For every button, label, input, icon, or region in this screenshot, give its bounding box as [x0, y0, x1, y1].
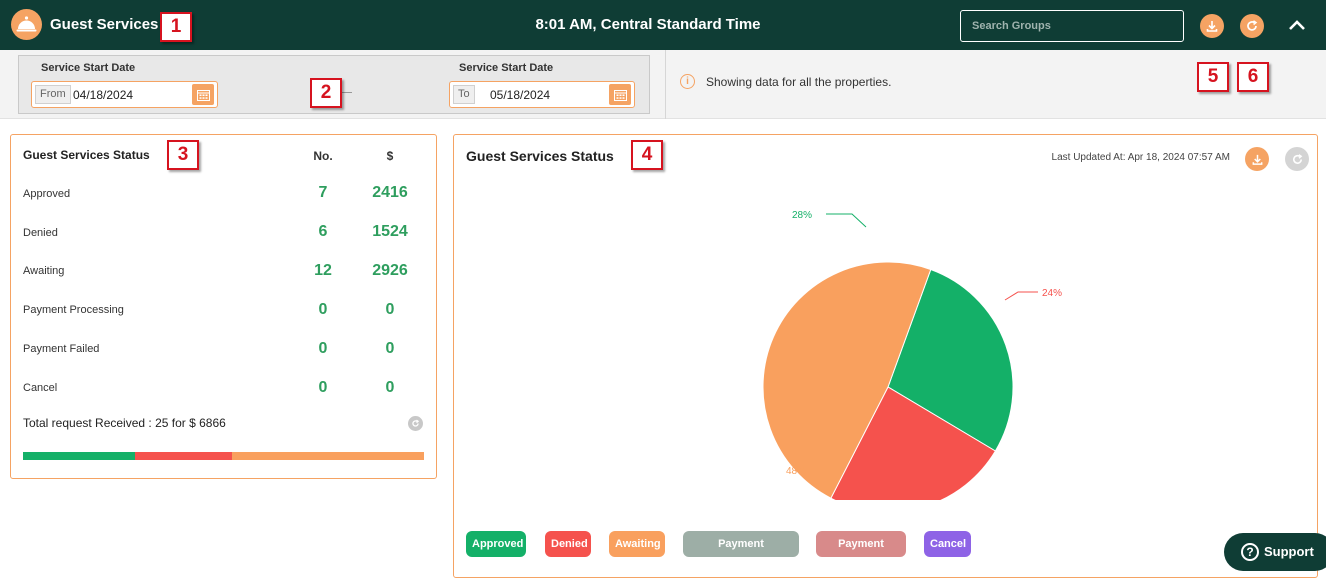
status-row-label: Cancel — [23, 382, 58, 394]
support-button[interactable]: ? Support — [1224, 533, 1326, 571]
progress-segment-denied — [135, 452, 232, 460]
calendar-icon — [613, 89, 627, 101]
status-summary-panel — [10, 134, 437, 479]
search-groups-input[interactable] — [960, 10, 1184, 42]
status-row-label: Payment Failed — [23, 343, 100, 355]
download-button[interactable] — [1200, 14, 1224, 38]
status-row-amount: 1524 — [372, 223, 408, 240]
refresh-button[interactable] — [1240, 14, 1264, 38]
status-row-label: Payment Processing — [23, 304, 124, 316]
status-row-label: Awaiting — [23, 265, 65, 277]
status-row-count: 6 — [318, 223, 328, 240]
status-row-count: 0 — [318, 340, 328, 357]
start-date-label: Service Start Date — [41, 62, 136, 74]
info-message: Showing data for all the properties. — [706, 75, 892, 89]
legend-item-awaiting[interactable]: Awaiting — [609, 531, 665, 557]
status-pie-chart: 28% 24% 48% — [762, 210, 1062, 500]
legend-item-cancel[interactable]: Cancel — [924, 531, 971, 557]
refresh-icon — [412, 419, 420, 427]
question-icon: ? — [1241, 543, 1259, 561]
chart-refresh-button[interactable] — [1285, 147, 1309, 171]
date-range-separator — [338, 92, 352, 93]
refresh-icon — [1292, 153, 1302, 164]
status-row-count: 12 — [314, 262, 332, 279]
last-updated-text: Last Updated At: Apr 18, 2024 07:57 AM — [1051, 152, 1230, 163]
status-row-count: 0 — [318, 379, 328, 396]
status-row-label: Approved — [23, 188, 71, 200]
legend-item-denied[interactable]: Denied — [545, 531, 591, 557]
end-date-label: Service Start Date — [459, 62, 554, 74]
status-row-amount: 2926 — [372, 262, 408, 279]
chart-panel-title: Guest Services Status — [466, 148, 614, 164]
status-refresh-button[interactable] — [408, 416, 423, 431]
count-column-header: No. — [313, 149, 333, 163]
pie-slice-denied[interactable] — [830, 386, 997, 500]
progress-segment-awaiting — [231, 452, 424, 460]
refresh-icon — [1247, 20, 1258, 31]
to-prefix: To — [453, 85, 475, 104]
pie-slice-approved[interactable] — [887, 268, 1014, 452]
from-prefix: From — [35, 85, 71, 104]
from-date-field[interactable]: From 04/18/2024 — [31, 81, 218, 108]
pie-label-leader — [1004, 291, 1038, 301]
callout-marker: 6 — [1237, 62, 1269, 92]
status-row-amount: 0 — [385, 340, 395, 357]
pie-slice-label: 28% — [792, 210, 812, 221]
chevron-up-icon[interactable] — [1288, 19, 1306, 31]
status-row-count: 7 — [318, 184, 328, 201]
pie-slice-label: 48% — [786, 466, 806, 477]
status-panel-title: Guest Services Status — [23, 148, 150, 162]
support-label: Support — [1264, 544, 1314, 559]
pie-label-leader — [810, 452, 851, 471]
callout-marker: 5 — [1197, 62, 1229, 92]
cloche-logo-icon — [11, 9, 42, 40]
clock-text: 8:01 AM, Central Standard Time — [535, 16, 761, 33]
status-progress-bar — [23, 452, 424, 460]
calendar-icon — [196, 89, 210, 101]
top-header: Guest Services 8:01 AM, Central Standard… — [0, 0, 1326, 50]
total-requests-text: Total request Received : 25 for $ 6866 — [23, 416, 226, 430]
status-row-amount: 0 — [385, 379, 395, 396]
pie-slice-awaiting[interactable] — [762, 261, 932, 499]
app-title: Guest Services — [50, 16, 159, 33]
filter-divider — [665, 50, 666, 119]
legend-item-payment-processing[interactable]: Payment Processing — [683, 531, 799, 576]
from-date-value: 04/18/2024 — [73, 88, 134, 102]
to-date-field[interactable]: To 05/18/2024 — [449, 81, 635, 108]
from-calendar-button[interactable] — [192, 84, 214, 105]
download-icon — [1252, 154, 1262, 165]
callout-marker: 2 — [310, 78, 342, 108]
chart-download-button[interactable] — [1245, 147, 1269, 171]
status-row-count: 0 — [318, 301, 328, 318]
progress-segment-approved — [23, 452, 136, 460]
legend-item-approved[interactable]: Approved — [466, 531, 526, 557]
info-icon: i — [680, 74, 695, 89]
to-date-value: 05/18/2024 — [490, 88, 551, 102]
callout-marker: 4 — [631, 140, 663, 170]
download-icon — [1206, 21, 1218, 32]
callout-marker: 3 — [167, 140, 199, 170]
pie-slice-label: 24% — [1042, 288, 1062, 299]
pie-label-leader — [826, 213, 867, 228]
legend-item-payment-failed[interactable]: Payment Failed — [816, 531, 906, 576]
amount-column-header: $ — [386, 149, 394, 163]
status-row-amount: 2416 — [372, 184, 408, 201]
status-row-label: Denied — [23, 227, 58, 239]
to-calendar-button[interactable] — [609, 84, 631, 105]
status-row-amount: 0 — [385, 301, 395, 318]
callout-marker: 1 — [160, 12, 192, 42]
